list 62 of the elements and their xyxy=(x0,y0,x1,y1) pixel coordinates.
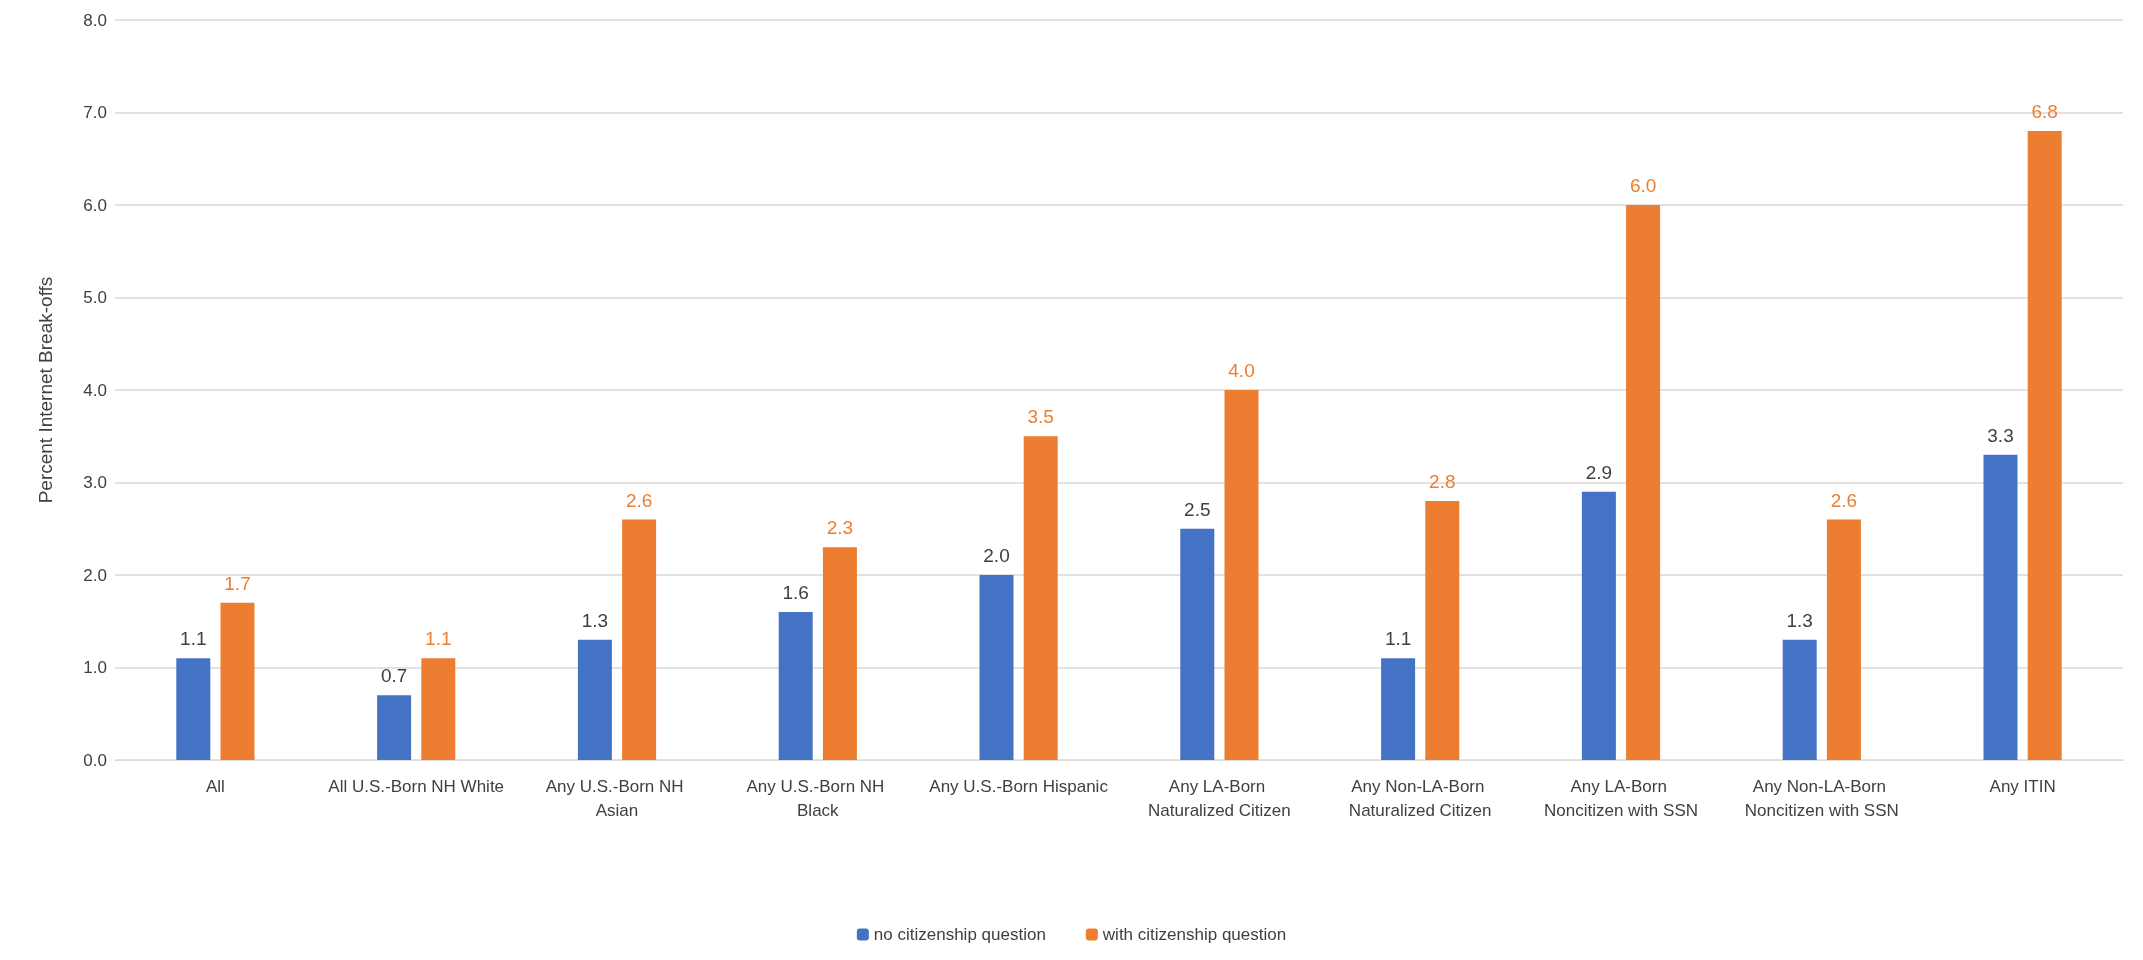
data-label: 2.6 xyxy=(625,489,653,511)
bar xyxy=(822,547,857,760)
x-tick-label: Any Non-LA-Born Naturalized Citizen xyxy=(1348,776,1492,820)
bar xyxy=(2027,131,2062,760)
data-label: 2.3 xyxy=(826,517,854,539)
bar xyxy=(1224,390,1259,760)
x-tick-label: Any LA-Born Noncitizen with SSN xyxy=(1543,776,1699,820)
bar xyxy=(421,658,456,760)
data-label: 2.0 xyxy=(983,545,1010,566)
bar xyxy=(1983,454,2018,760)
bar xyxy=(1626,205,1661,760)
data-label: 1.1 xyxy=(425,628,452,650)
bar xyxy=(1425,501,1460,760)
bar xyxy=(577,639,612,760)
y-tick-label: 7.0 xyxy=(83,103,107,122)
y-axis-title: Percent Internet Break-offs xyxy=(35,276,56,504)
legend-label: no citizenship question xyxy=(873,925,1046,944)
bar xyxy=(1381,658,1416,760)
data-label: 4.0 xyxy=(1228,360,1255,381)
bar xyxy=(377,695,412,760)
bar xyxy=(220,602,255,760)
y-tick-label: 2.0 xyxy=(83,565,107,585)
bar xyxy=(979,575,1014,760)
bar xyxy=(622,519,657,760)
x-tick-label: Any U.S.-Born NH Asian xyxy=(545,776,689,820)
x-tick-label: Any ITIN xyxy=(1989,776,2056,796)
data-label: 6.8 xyxy=(2031,101,2058,122)
x-tick-label: Any LA-Born Naturalized Citizen xyxy=(1148,776,1291,820)
data-label: 2.9 xyxy=(1585,461,1613,483)
data-label: 1.3 xyxy=(1786,609,1813,631)
bar xyxy=(176,658,211,760)
bar xyxy=(1782,639,1817,760)
data-label: 3.5 xyxy=(1027,406,1054,428)
x-tick-label: Any Non-LA-Born Noncitizen with SSN xyxy=(1744,776,1899,820)
data-label: 1.6 xyxy=(782,582,809,603)
data-label: 2.6 xyxy=(1830,489,1858,511)
data-label: 2.8 xyxy=(1429,471,1456,492)
data-label: 6.0 xyxy=(1629,175,1657,196)
data-label: 0.7 xyxy=(380,665,408,687)
y-tick-label: 5.0 xyxy=(83,288,107,307)
x-tick-label: All xyxy=(205,776,225,796)
data-label: 3.3 xyxy=(1987,424,2014,446)
x-tick-label: All U.S.-Born NH White xyxy=(328,776,505,796)
legend-label: with citizenship question xyxy=(1101,925,1287,944)
y-tick-label: 3.0 xyxy=(83,473,107,492)
bar xyxy=(1826,519,1861,760)
bar xyxy=(1581,491,1616,760)
y-tick-label: 0.0 xyxy=(83,750,107,770)
y-tick-label: 1.0 xyxy=(83,658,107,677)
bar xyxy=(778,612,813,760)
y-tick-label: 6.0 xyxy=(83,195,107,215)
data-label: 2.5 xyxy=(1184,498,1211,520)
data-label: 1.1 xyxy=(180,628,207,650)
data-label: 1.1 xyxy=(1384,628,1412,650)
data-label: 1.3 xyxy=(581,609,609,631)
x-tick-label: Any U.S.-Born Hispanic xyxy=(929,776,1109,796)
bar xyxy=(1180,528,1215,760)
y-tick-label: 4.0 xyxy=(83,380,107,400)
x-tick-label: Any U.S.-Born NH Black xyxy=(746,776,890,820)
data-label: 1.7 xyxy=(224,572,251,594)
y-tick-label: 8.0 xyxy=(83,10,107,30)
bar xyxy=(1023,436,1058,760)
